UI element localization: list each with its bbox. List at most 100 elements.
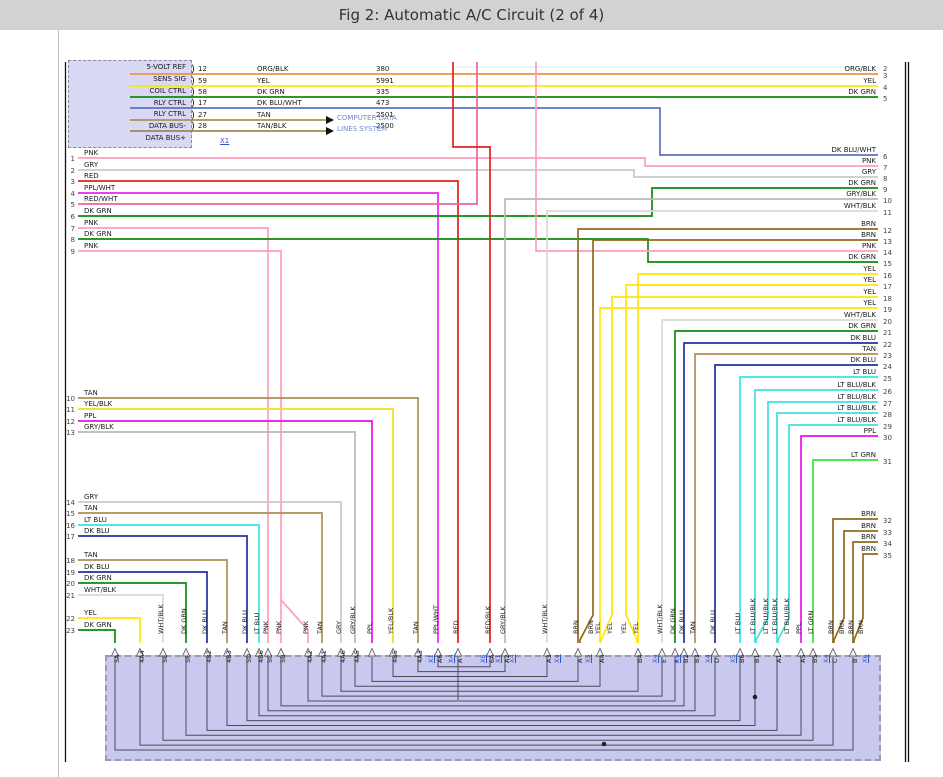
wire-yel bbox=[599, 307, 878, 643]
wire-pnk bbox=[78, 157, 878, 167]
pin-arrow-icon bbox=[202, 647, 212, 657]
wire-dk-grn bbox=[674, 330, 878, 643]
wire-tan bbox=[78, 397, 419, 643]
bottom-box-internal-trace bbox=[139, 657, 834, 746]
pin-arrow-icon bbox=[433, 647, 443, 657]
pin-arrow-icon bbox=[828, 647, 838, 657]
connector-ref-link[interactable]: X1 bbox=[427, 654, 435, 663]
wire-pnk bbox=[280, 599, 309, 643]
pin-arrow-icon bbox=[710, 647, 720, 657]
pin-arrow-icon bbox=[670, 647, 680, 657]
bottom-box-internal-trace bbox=[114, 657, 854, 751]
connector-ref-link[interactable]: X4 bbox=[553, 654, 561, 663]
bottom-box-internal-trace bbox=[280, 657, 685, 707]
bottom-box-internal-trace bbox=[417, 657, 506, 673]
bottom-box-internal-trace bbox=[437, 657, 491, 668]
pin-arrow-icon bbox=[110, 647, 120, 657]
pin-arrow-icon bbox=[263, 647, 273, 657]
wire-red bbox=[452, 62, 491, 643]
wire-wht-blk bbox=[661, 319, 878, 643]
wire-yel bbox=[600, 296, 878, 643]
wire-red bbox=[78, 180, 459, 643]
wire-brn bbox=[832, 518, 878, 643]
bottom-box-internal-trace bbox=[258, 657, 716, 717]
junction-dot bbox=[752, 694, 758, 700]
pin-arrow-icon bbox=[388, 647, 398, 657]
connector-ref-link[interactable]: X4 bbox=[651, 654, 659, 663]
wire-dk-blu bbox=[683, 342, 878, 643]
wire-brn bbox=[852, 541, 878, 643]
pin-arrow-icon bbox=[633, 647, 643, 657]
computer-data-arrow-icon bbox=[326, 116, 334, 124]
bottom-box-internal-trace bbox=[371, 657, 579, 682]
wire-yel bbox=[78, 617, 141, 643]
pin-arrow-icon bbox=[542, 647, 552, 657]
wire-brn bbox=[579, 239, 878, 643]
pin-arrow-icon bbox=[135, 647, 145, 657]
connector-ref-link[interactable]: X4 bbox=[508, 654, 516, 663]
pin-arrow-icon bbox=[573, 647, 583, 657]
pin-arrow-icon bbox=[772, 647, 782, 657]
pin-arrow-icon bbox=[158, 647, 168, 657]
wire-lt-blu bbox=[739, 376, 878, 643]
wire-wht-blk bbox=[546, 210, 878, 643]
wire-pnk bbox=[78, 227, 269, 643]
wire-tan bbox=[694, 353, 878, 643]
pin-arrow-icon bbox=[303, 647, 313, 657]
pin-arrow-icon bbox=[242, 647, 252, 657]
title-bar: Fig 2: Automatic A/C Circuit (2 of 4) bbox=[0, 0, 943, 30]
pin-arrow-icon bbox=[595, 647, 605, 657]
wire-lt-blu bbox=[78, 524, 260, 643]
wire-brn bbox=[853, 553, 878, 643]
connector-ref-link[interactable]: X5 bbox=[729, 654, 737, 663]
connector-ref-link[interactable]: X1 bbox=[220, 137, 230, 145]
connector-ref-link[interactable]: X6 bbox=[479, 654, 487, 663]
wire-wht-blk bbox=[78, 594, 164, 643]
connector-ref-link[interactable]: X5 bbox=[673, 654, 681, 663]
wire-lt-blu-blk bbox=[776, 412, 878, 643]
wire-lt-blu-blk bbox=[755, 401, 878, 643]
pin-arrow-icon bbox=[276, 647, 286, 657]
pin-arrow-icon bbox=[413, 647, 423, 657]
connector-ref-link[interactable]: X4 bbox=[822, 654, 830, 663]
pin-arrow-icon bbox=[500, 647, 510, 657]
wire-pnk bbox=[535, 62, 878, 252]
bottom-box-internal-trace bbox=[307, 657, 676, 702]
pin-arrow-icon bbox=[254, 647, 264, 657]
wire-lt-blu-blk bbox=[754, 389, 878, 643]
connector-ref-link[interactable]: X6 bbox=[861, 654, 869, 663]
bottom-box-internal-trace bbox=[185, 657, 802, 736]
pin-arrow-icon bbox=[808, 647, 818, 657]
wire-lt-blu-blk bbox=[777, 424, 878, 643]
wire-gry-blk bbox=[504, 198, 878, 643]
wire-dk-blu bbox=[78, 535, 248, 643]
pin-arrow-icon bbox=[690, 647, 700, 657]
bottom-box-internal-trace bbox=[392, 657, 548, 677]
wire-tan bbox=[78, 512, 323, 643]
connector-ref-link[interactable]: X1 bbox=[494, 654, 502, 663]
page-title: Fig 2: Automatic A/C Circuit (2 of 4) bbox=[338, 6, 605, 24]
pin-arrow-icon bbox=[181, 647, 191, 657]
computer-data-arrow-icon bbox=[326, 127, 334, 135]
wire-ppl bbox=[800, 435, 878, 643]
connector-ref-link[interactable]: X4 bbox=[704, 654, 712, 663]
wire-dk-grn bbox=[78, 582, 187, 643]
wire-ppl-wht bbox=[78, 192, 439, 643]
page-left-border bbox=[58, 30, 59, 777]
wire-gry bbox=[78, 501, 342, 643]
pin-arrow-icon bbox=[317, 647, 327, 657]
wire-gry-blk bbox=[78, 431, 356, 643]
pin-arrow-icon bbox=[485, 647, 495, 657]
wire-dk-blu bbox=[78, 571, 208, 643]
wire-pnk bbox=[78, 250, 282, 643]
connector-ref-link[interactable]: X4 bbox=[447, 654, 455, 663]
wire-tan bbox=[78, 559, 228, 643]
pin-arrow-icon bbox=[222, 647, 232, 657]
connector-ref-link[interactable]: X5 bbox=[584, 654, 592, 663]
bottom-box-internal-trace bbox=[354, 657, 601, 687]
wire-dk-blu bbox=[714, 364, 878, 643]
pin-arrow-icon bbox=[367, 647, 377, 657]
pin-arrow-icon bbox=[735, 647, 745, 657]
wire-red-wht bbox=[78, 62, 478, 205]
